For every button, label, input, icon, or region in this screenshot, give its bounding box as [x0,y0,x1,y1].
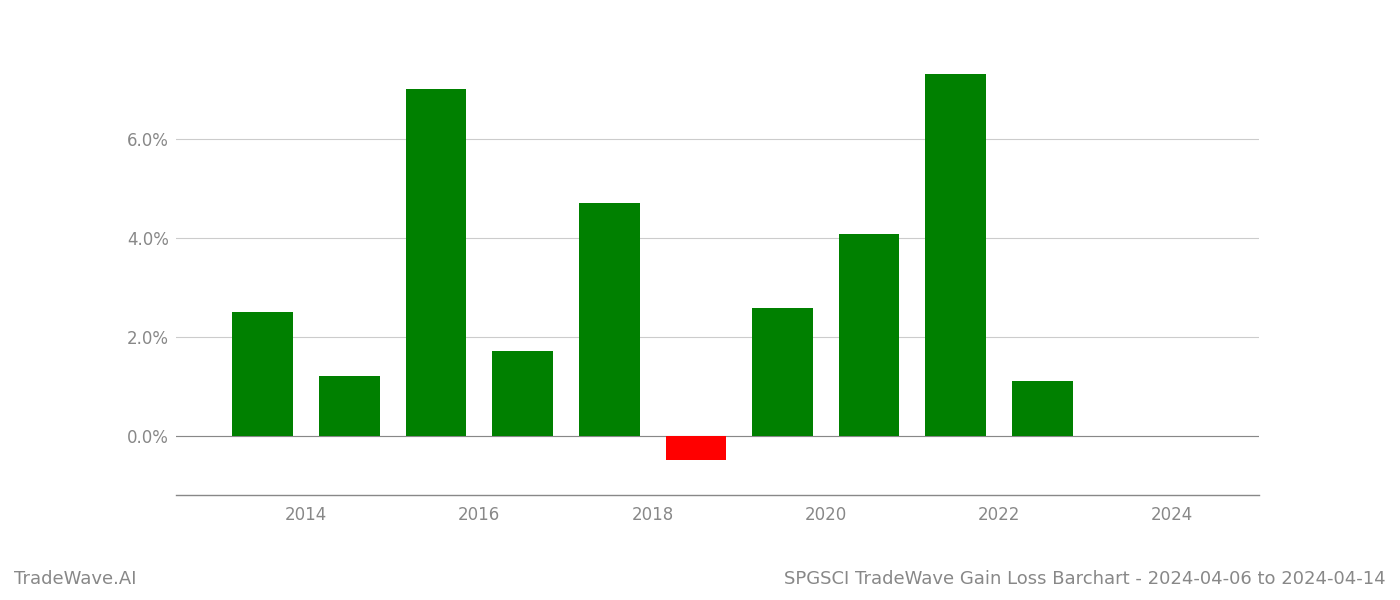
Bar [925,74,986,436]
Bar [1012,381,1072,436]
Text: TradeWave.AI: TradeWave.AI [14,570,137,588]
Bar [493,352,553,436]
Bar [665,436,727,460]
Bar [319,376,379,436]
Text: SPGSCI TradeWave Gain Loss Barchart - 2024-04-06 to 2024-04-14: SPGSCI TradeWave Gain Loss Barchart - 20… [784,570,1386,588]
Bar [232,313,293,436]
Bar [752,308,813,436]
Bar [406,89,466,436]
Bar [578,203,640,436]
Bar [839,234,899,436]
